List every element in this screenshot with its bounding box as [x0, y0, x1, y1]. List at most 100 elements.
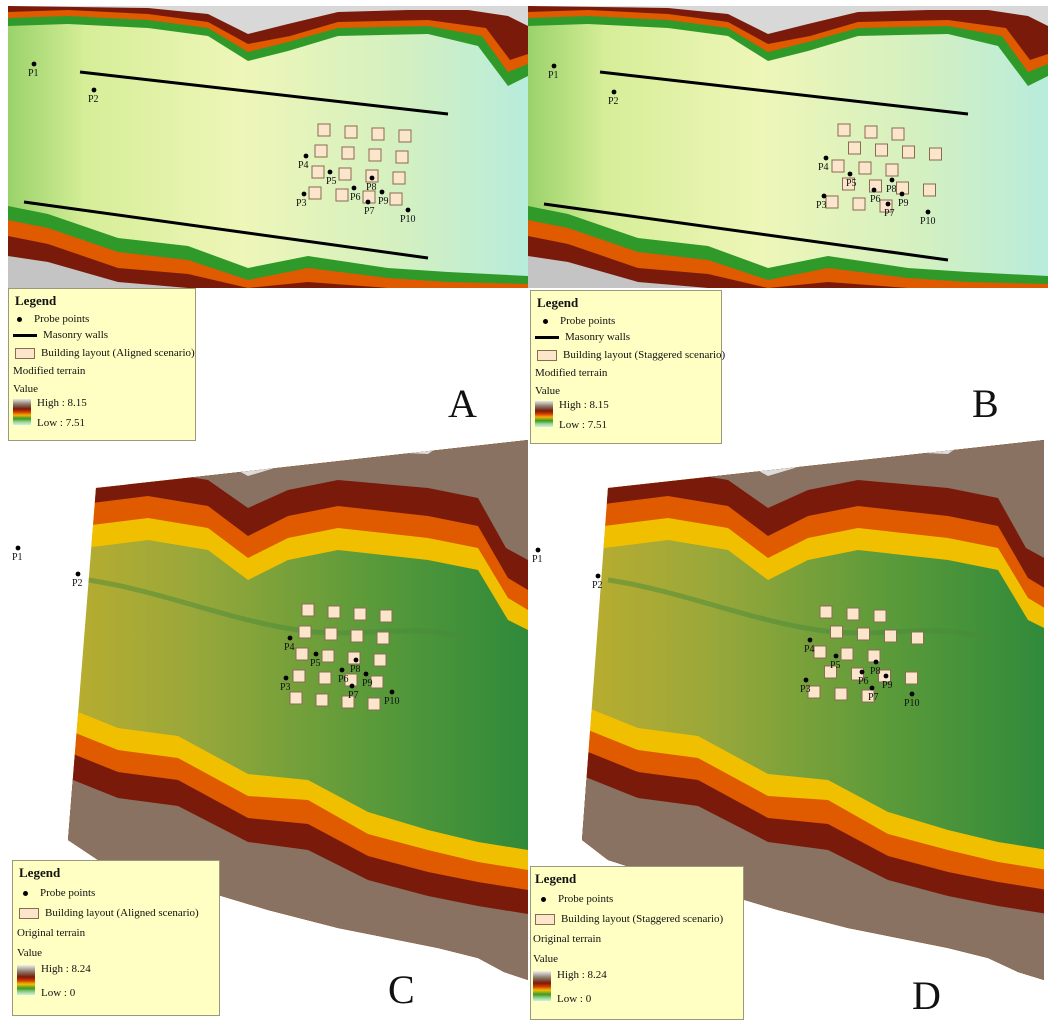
building — [819, 605, 833, 619]
building — [292, 669, 306, 683]
masonry-wall-north — [599, 70, 969, 116]
probe-point-p7 — [869, 685, 875, 691]
building — [335, 188, 349, 202]
probe-point-p2 — [91, 87, 97, 93]
building — [825, 195, 839, 209]
legend-building-label: Building layout (Staggered scenario) — [561, 913, 724, 925]
probe-label: P1 — [28, 68, 39, 79]
probe-point-p6 — [339, 667, 345, 673]
buildings-aligned-c — [289, 603, 393, 711]
probe-point-p9 — [379, 189, 385, 195]
probe-label: P9 — [378, 196, 389, 207]
building — [852, 197, 866, 211]
legend-title: Legend — [535, 871, 577, 886]
legend-building-label: Building layout (Aligned scenario) — [41, 347, 195, 359]
building — [289, 691, 303, 705]
probe-label: P8 — [870, 666, 881, 677]
probe-label: P4 — [818, 162, 829, 173]
probe-point-symbol — [17, 317, 22, 322]
legend-value-label: Value — [13, 383, 39, 395]
building — [831, 159, 845, 173]
panel-b: P1 P2 P3 P4 P5 P6 P7 P8 P9 P10 Legend Probe point… — [528, 6, 1048, 446]
probe-point-p1 — [551, 63, 557, 69]
masonry-wall-south — [543, 202, 949, 262]
probe-point-p7 — [365, 199, 371, 205]
probe-point-p1 — [15, 545, 21, 551]
probe-point-p5 — [833, 653, 839, 659]
legend-value-label: Value — [533, 953, 559, 965]
building — [308, 186, 322, 200]
legend-title: Legend — [19, 865, 61, 880]
building — [891, 127, 905, 141]
probe-point-p7 — [885, 201, 891, 207]
panel-label-d: D — [912, 973, 941, 1018]
probe-point-p2 — [75, 571, 81, 577]
probe-label: P4 — [298, 160, 309, 171]
probe-label: P5 — [326, 176, 337, 187]
probe-label: P6 — [870, 194, 881, 205]
probe-label: P6 — [858, 676, 869, 687]
legend-wall-label: Masonry walls — [43, 329, 109, 341]
probe-point-p8 — [369, 175, 375, 181]
probe-label: P9 — [898, 198, 909, 209]
buildings-staggered-d — [807, 605, 924, 703]
probe-point-p2 — [611, 89, 617, 95]
probe-point-p3 — [283, 675, 289, 681]
building — [884, 629, 897, 643]
building — [318, 671, 332, 685]
probe-label: P9 — [362, 678, 373, 689]
legend-probe-label: Probe points — [558, 893, 614, 905]
probe-point-p10 — [405, 207, 411, 213]
probe-point-p7 — [349, 683, 355, 689]
probe-label: P5 — [846, 178, 857, 189]
building — [341, 146, 355, 160]
building — [347, 651, 361, 665]
buildings-staggered-b — [825, 123, 942, 213]
probe-point-p4 — [823, 155, 829, 161]
building — [807, 685, 821, 699]
probe-label: P3 — [296, 198, 307, 209]
building — [371, 127, 385, 141]
probe-point-p9 — [883, 673, 889, 679]
probe-point-symbol — [23, 891, 28, 896]
legend-building-label: Building layout (Staggered scenario) — [563, 349, 726, 361]
building — [298, 625, 312, 639]
probe-label: P3 — [800, 684, 811, 695]
building — [911, 631, 924, 645]
probe-point-p5 — [327, 169, 333, 175]
probe-point-symbol — [541, 897, 546, 902]
panel-d: P1 P2 P3 P4 P5 P6 P7 P8 P9 P10 Legend Probe point… — [528, 440, 1048, 1020]
legend-building-label: Building layout (Aligned scenario) — [45, 907, 199, 919]
building — [389, 192, 403, 206]
building — [923, 183, 936, 197]
building — [314, 144, 328, 158]
probe-point-p9 — [363, 671, 369, 677]
building — [861, 689, 875, 703]
legend-value-label: Value — [535, 385, 561, 397]
probe-point-p1 — [535, 547, 541, 553]
panel-a: P1 P2 P3 P4 P5 P6 P7 P8 P9 P10 Legend Probe point… — [8, 6, 528, 446]
probe-label: P1 — [532, 554, 543, 565]
probe-label: P7 — [868, 692, 879, 703]
building — [321, 649, 335, 663]
color-ramp — [13, 399, 31, 425]
probe-point-p4 — [807, 637, 813, 643]
building-symbol — [535, 913, 555, 925]
building — [379, 609, 393, 623]
legend-low-value: Low : 0 — [557, 993, 592, 1005]
building — [368, 148, 382, 162]
building — [370, 675, 384, 689]
probe-point-p3 — [301, 191, 307, 197]
color-ramp — [17, 965, 35, 995]
building — [848, 141, 861, 155]
building — [830, 625, 843, 639]
probe-label: P2 — [592, 580, 603, 591]
panel-label-a: A — [448, 381, 477, 426]
building — [857, 627, 870, 641]
building — [398, 129, 412, 143]
masonry-wall-north — [79, 70, 449, 116]
building — [846, 607, 860, 621]
